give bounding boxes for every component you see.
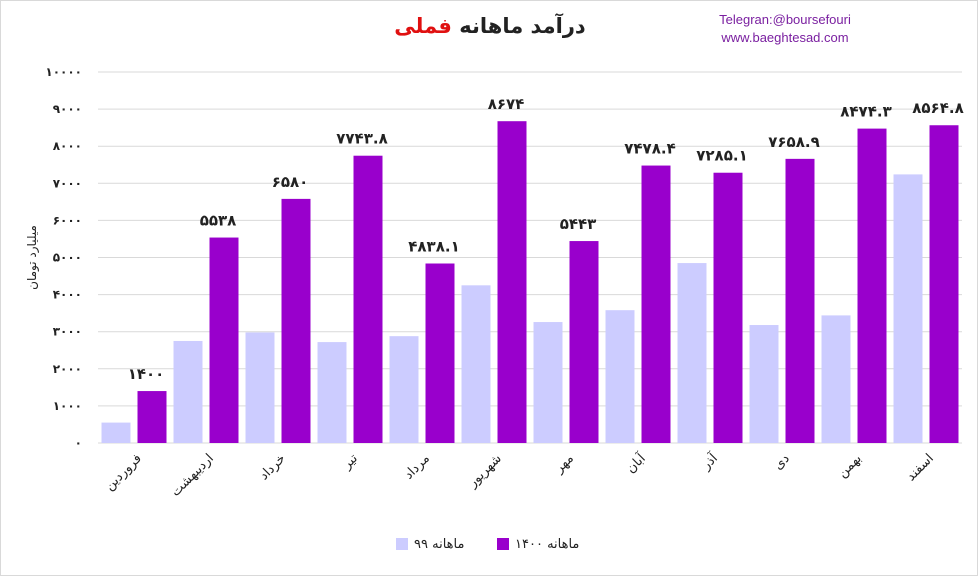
y-tick-label: ۰ [75, 436, 82, 450]
y-tick-label: ۵۰۰۰ [53, 251, 82, 265]
bar-99 [677, 263, 707, 443]
bar-1400 [569, 241, 599, 443]
bar-99 [245, 332, 275, 443]
x-tick-label: دی [771, 451, 793, 473]
y-tick-label: ۹۰۰۰ [53, 102, 82, 116]
legend-swatch-99 [396, 538, 408, 550]
y-tick-label: ۶۰۰۰ [53, 213, 82, 227]
telegram-handle: Telegran:@boursefouri [719, 12, 851, 27]
data-label: ۷۴۷۸.۴ [624, 140, 675, 158]
bar-99 [749, 325, 779, 443]
x-tick-label: بهمن [835, 451, 865, 481]
x-tick-label: مرداد [401, 451, 432, 482]
bar-1400 [353, 155, 383, 443]
bar-99 [317, 342, 347, 443]
bar-1400 [857, 128, 887, 444]
bar-1400 [209, 237, 239, 443]
x-tick-label: آبان [622, 449, 650, 477]
x-tick-label: فروردین [102, 451, 145, 494]
x-tick-label: مهر [551, 451, 577, 477]
bar-1400 [641, 165, 671, 443]
x-tick-label: آذر [697, 449, 722, 474]
data-label: ۱۴۰۰ [128, 365, 165, 383]
bar-99 [605, 310, 635, 443]
y-tick-label: ۲۰۰۰ [53, 362, 82, 376]
data-label: ۸۵۶۴.۸ [912, 99, 963, 117]
x-tick-label: شهریور [465, 451, 505, 491]
bar-99 [533, 322, 563, 443]
y-tick-label: ۱۰۰۰ [53, 399, 82, 413]
x-tick-label: تیر [339, 451, 361, 473]
y-tick-label: ۸۰۰۰ [53, 139, 82, 153]
bar-99 [101, 422, 131, 443]
x-tick-label: اردیبهشت [168, 451, 216, 499]
bar-99 [389, 336, 419, 443]
bar-99 [893, 174, 923, 443]
data-label: ۷۷۴۳.۸ [336, 130, 387, 148]
legend-label-1400: ماهانه ۱۴۰۰ [515, 537, 579, 552]
data-label: ۴۸۳۸.۱ [408, 238, 459, 256]
data-label: ۸۴۷۴.۳ [840, 103, 891, 121]
data-label: ۸۶۷۴ [488, 95, 525, 113]
bar-1400 [281, 198, 311, 443]
bar-99 [173, 340, 203, 443]
legend-label-99: ماهانه ۹۹ [414, 537, 464, 552]
x-tick-label: اسفند [904, 451, 937, 484]
y-tick-label: ۳۰۰۰ [53, 325, 82, 339]
website-link: www.baeghtesad.com [721, 30, 849, 45]
data-label: ۷۲۸۵.۱ [696, 147, 747, 165]
data-label: ۵۴۴۳ [560, 215, 597, 233]
bar-99 [821, 315, 851, 443]
chart-title: درآمد ماهانه فملی [360, 14, 620, 38]
y-tick-label: ۷۰۰۰ [53, 176, 82, 190]
bar-99 [461, 285, 491, 443]
y-tick-label: ۴۰۰۰ [53, 288, 82, 302]
data-label: ۶۵۸۰ [272, 173, 309, 191]
y-axis-label: میلیارد تومان [25, 225, 40, 290]
bar-1400 [137, 391, 167, 443]
data-label: ۵۵۳۸ [200, 212, 237, 230]
data-label: ۷۶۵۸.۹ [768, 133, 819, 151]
x-tick-label: خرداد [257, 451, 289, 483]
bar-1400 [497, 121, 527, 443]
y-tick-label: ۱۰۰۰۰ [45, 65, 82, 79]
bar-1400 [713, 172, 743, 444]
legend-swatch-1400 [497, 538, 509, 550]
title-main: درآمد ماهانه [459, 14, 586, 38]
bar-1400 [425, 263, 455, 443]
bar-1400 [929, 125, 959, 444]
title-accent: فملی [394, 14, 452, 38]
bar-1400 [785, 158, 815, 444]
